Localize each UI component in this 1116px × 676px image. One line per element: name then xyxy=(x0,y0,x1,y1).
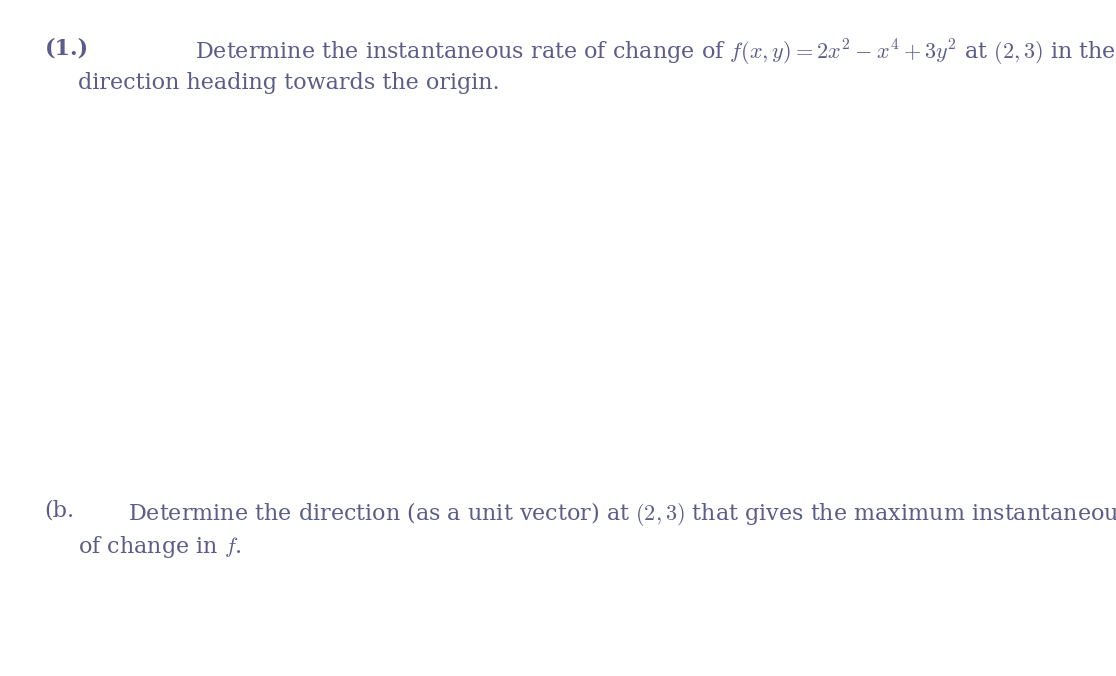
Text: (b.: (b. xyxy=(45,500,75,522)
Text: of change in $f$.: of change in $f$. xyxy=(78,534,242,560)
Text: Determine the direction (as a unit vector) at $(2, 3)$ that gives the maximum in: Determine the direction (as a unit vecto… xyxy=(128,500,1116,528)
Text: Determine the instantaneous rate of change of $f(x, y) = 2x^2 - x^4 + 3y^2$ at $: Determine the instantaneous rate of chan… xyxy=(195,38,1116,68)
Text: direction heading towards the origin.: direction heading towards the origin. xyxy=(78,72,500,94)
Text: (1.): (1.) xyxy=(45,38,89,60)
